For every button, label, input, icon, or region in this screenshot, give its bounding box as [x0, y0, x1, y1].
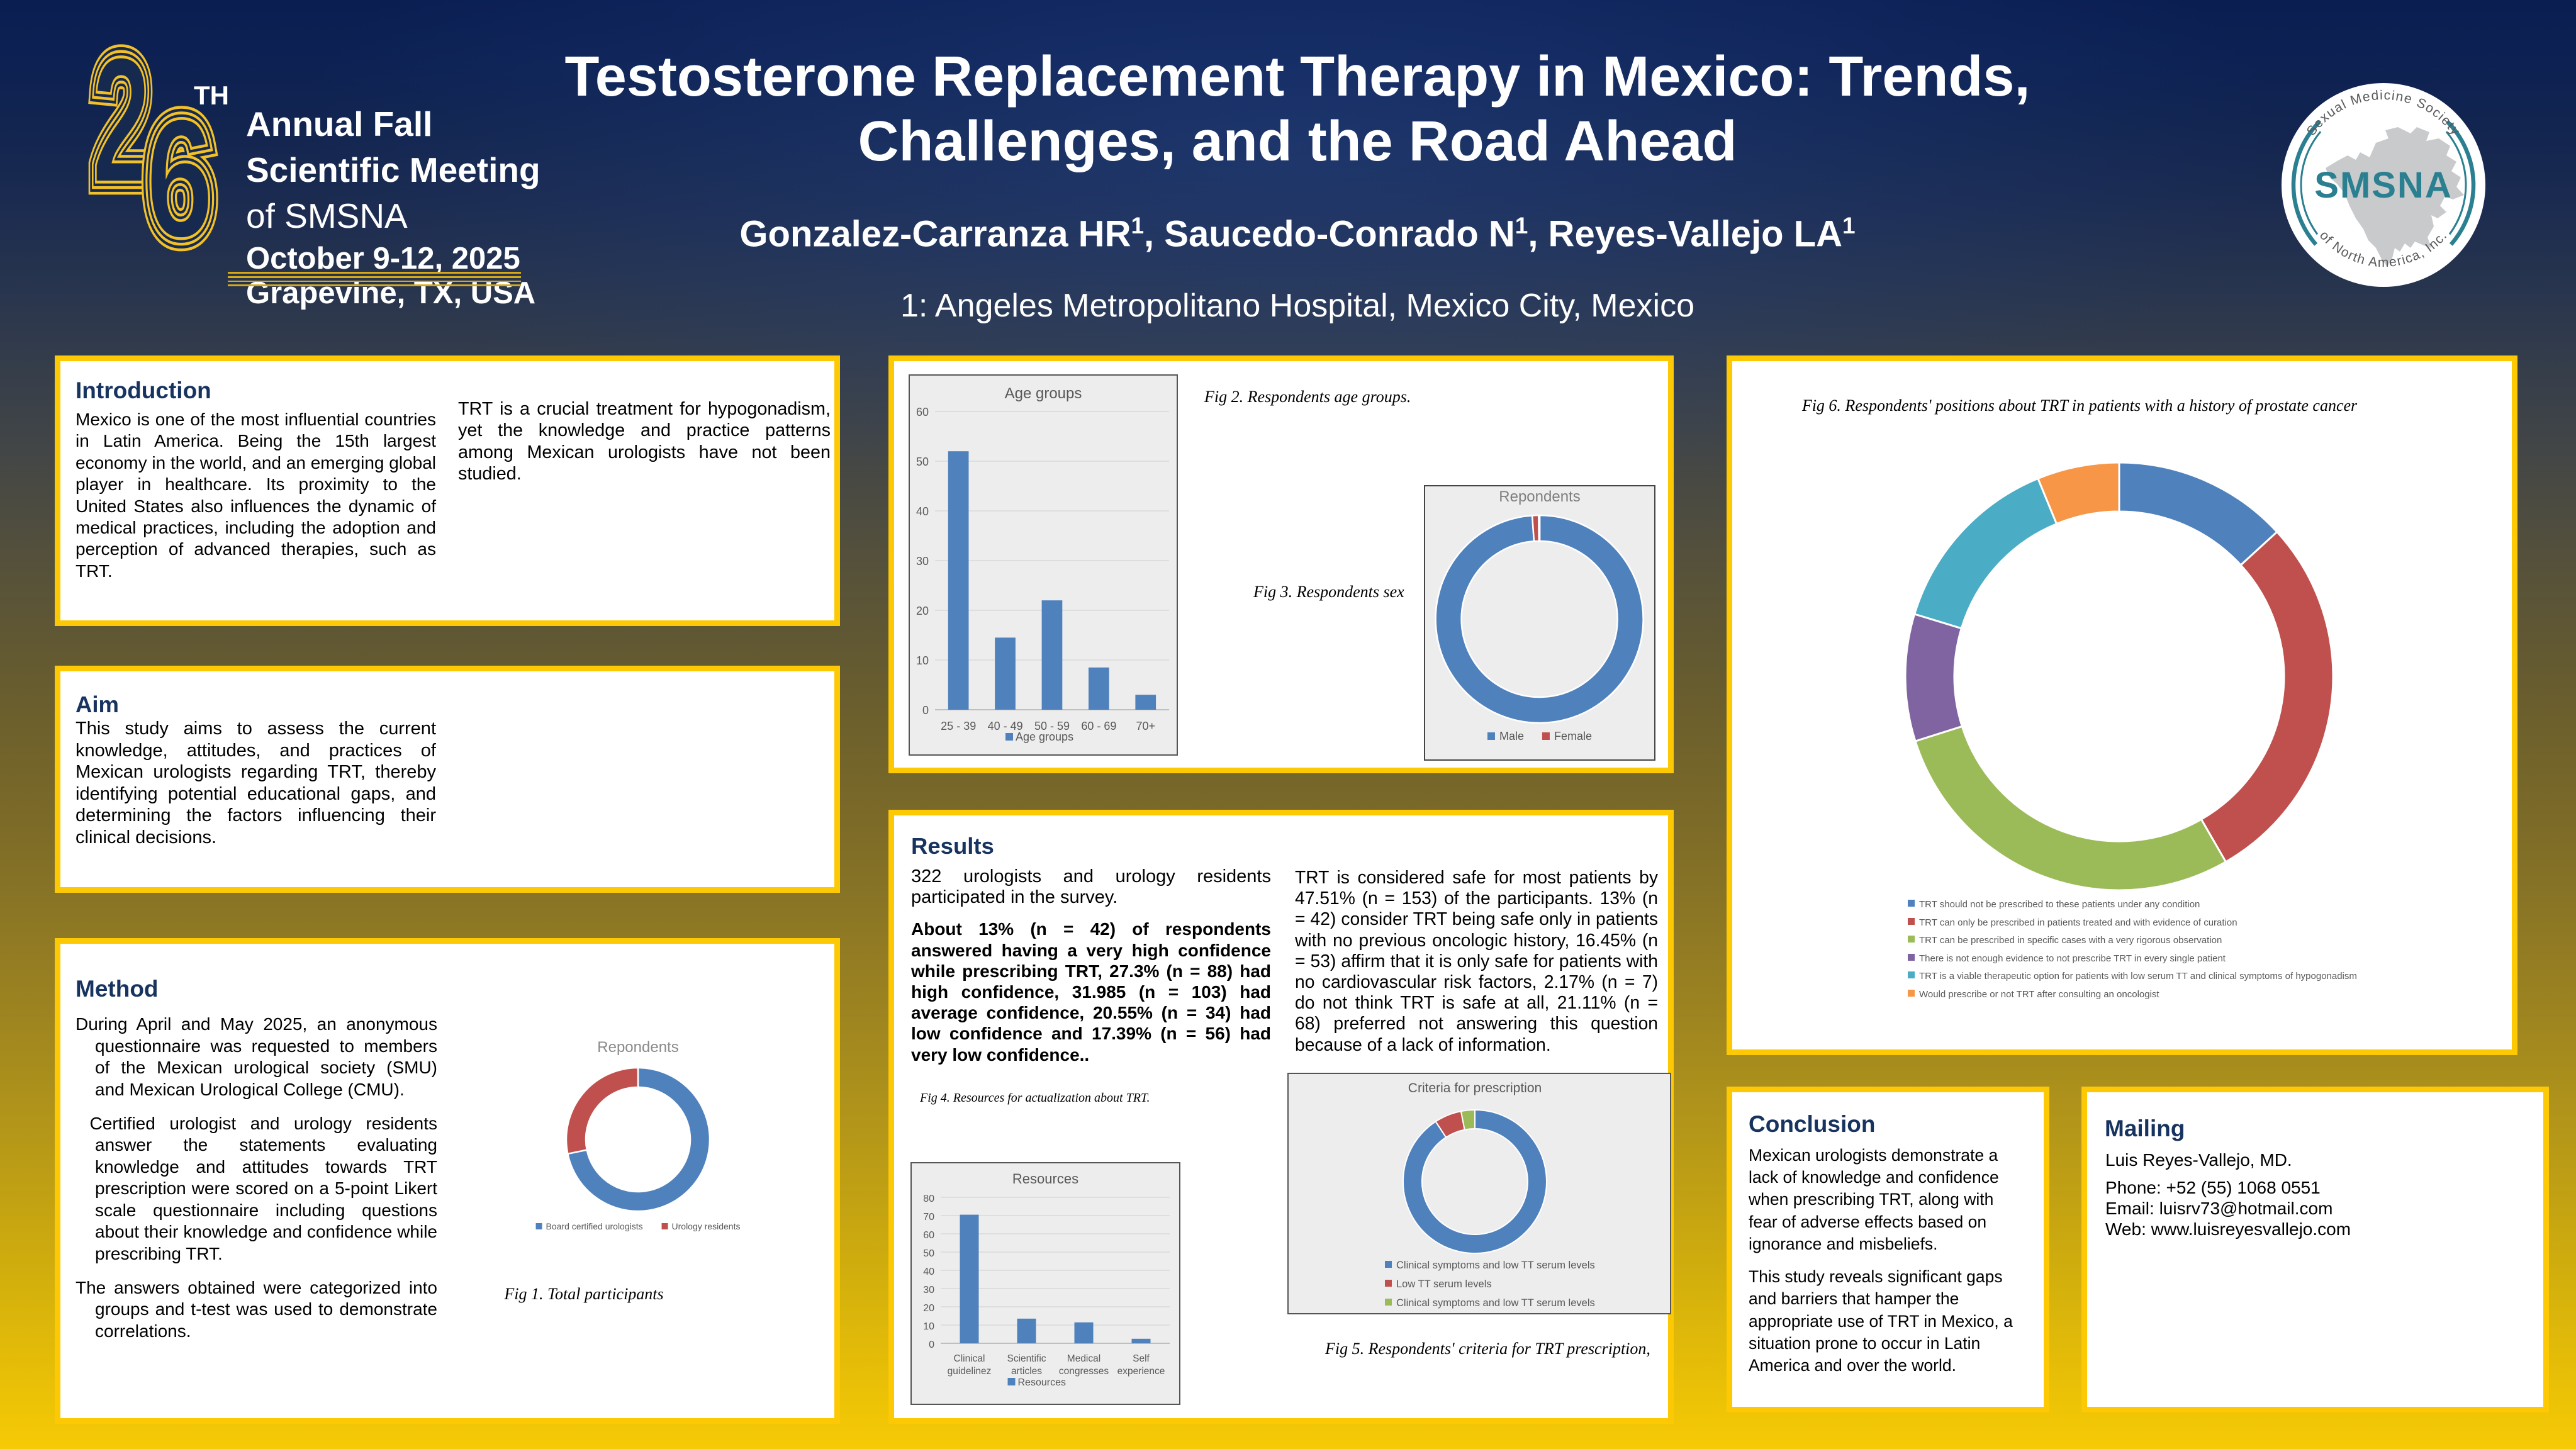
svg-text:experience: experience — [1117, 1366, 1165, 1377]
svg-text:20: 20 — [923, 1303, 934, 1314]
svg-text:40 - 49: 40 - 49 — [988, 720, 1023, 732]
svg-text:2: 2 — [92, 21, 151, 221]
svg-text:0: 0 — [922, 704, 929, 717]
svg-text:articles: articles — [1011, 1366, 1042, 1377]
svg-text:SMSNA: SMSNA — [2314, 165, 2452, 206]
svg-text:60 - 69: 60 - 69 — [1081, 720, 1116, 732]
svg-text:2: 2 — [92, 21, 151, 221]
svg-text:Resources: Resources — [1012, 1171, 1078, 1187]
svg-text:6: 6 — [146, 84, 213, 273]
svg-text:60: 60 — [916, 406, 929, 418]
svg-text:6: 6 — [146, 84, 213, 273]
svg-text:2: 2 — [92, 21, 151, 221]
svg-text:30: 30 — [923, 1285, 934, 1295]
svg-text:0: 0 — [929, 1340, 934, 1350]
svg-text:70: 70 — [923, 1212, 934, 1222]
svg-text:Age groups: Age groups — [1016, 730, 1073, 743]
svg-text:guidelinez: guidelinez — [948, 1366, 992, 1377]
svg-text:10: 10 — [923, 1321, 934, 1332]
svg-text:Self: Self — [1133, 1353, 1150, 1364]
svg-text:2: 2 — [92, 21, 151, 221]
svg-text:40: 40 — [923, 1267, 934, 1277]
svg-text:60: 60 — [923, 1230, 934, 1241]
svg-text:25 - 39: 25 - 39 — [941, 720, 976, 732]
svg-text:70+: 70+ — [1136, 720, 1156, 732]
svg-text:Resources: Resources — [1018, 1377, 1066, 1388]
svg-text:congresses: congresses — [1059, 1366, 1109, 1377]
svg-text:6: 6 — [146, 84, 213, 273]
svg-text:6: 6 — [146, 84, 213, 273]
svg-text:Scientific: Scientific — [1007, 1353, 1046, 1364]
svg-text:50: 50 — [923, 1248, 934, 1259]
svg-text:30: 30 — [916, 555, 929, 568]
svg-text:40: 40 — [916, 505, 929, 518]
svg-text:Age groups: Age groups — [1005, 385, 1082, 402]
svg-text:6: 6 — [146, 84, 213, 273]
svg-text:2: 2 — [92, 21, 151, 221]
svg-text:10: 10 — [916, 654, 929, 667]
svg-text:Clinical: Clinical — [954, 1353, 985, 1364]
svg-text:20: 20 — [916, 605, 929, 617]
svg-text:50 - 59: 50 - 59 — [1034, 720, 1070, 732]
svg-text:80: 80 — [923, 1194, 934, 1204]
svg-text:50: 50 — [916, 456, 929, 468]
svg-text:TH: TH — [194, 81, 229, 110]
svg-text:Medical: Medical — [1067, 1353, 1100, 1364]
